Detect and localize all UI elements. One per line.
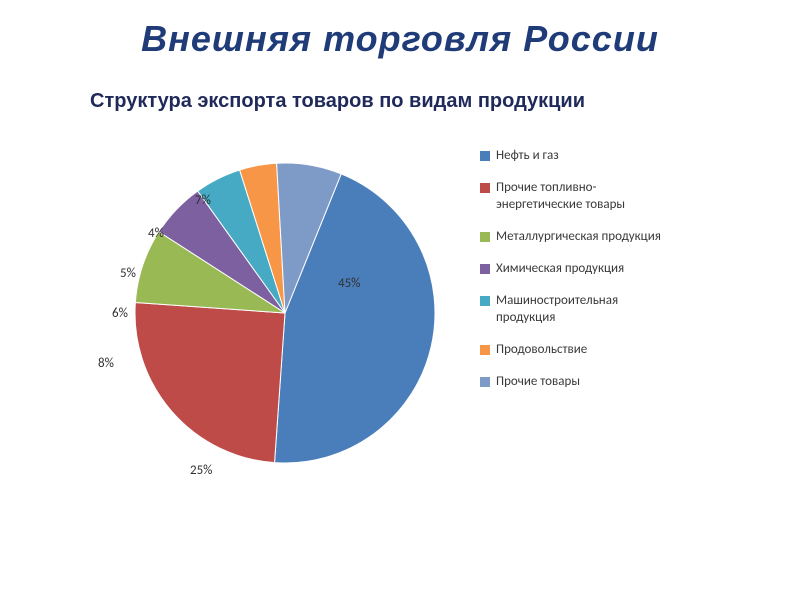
legend-item: Прочие топливно-энергетические товары: [480, 180, 676, 213]
legend-label: Нефть и газ: [496, 148, 559, 164]
page-title: Внешняя торговля России: [0, 0, 800, 60]
legend-item: Металлургическая продукция: [480, 229, 676, 245]
legend-item: Нефть и газ: [480, 148, 676, 164]
legend-item: Машиностроительная продукция: [480, 293, 676, 326]
pie-slice: [135, 303, 285, 463]
legend-item: Химическая продукция: [480, 261, 676, 277]
legend-swatch: [480, 296, 490, 306]
slice-data-label: 25%: [190, 463, 212, 478]
slice-data-label: 45%: [338, 276, 360, 291]
chart-subtitle: Структура экспорта товаров по видам прод…: [0, 60, 800, 113]
legend-label: Машиностроительная продукция: [496, 293, 676, 326]
slice-data-label: 7%: [195, 193, 211, 208]
legend-swatch: [480, 377, 490, 387]
legend-swatch: [480, 151, 490, 161]
legend-swatch: [480, 345, 490, 355]
legend-label: Прочие товары: [496, 374, 580, 390]
slice-data-label: 8%: [98, 356, 114, 371]
legend-label: Продовольствие: [496, 342, 587, 358]
pie-chart: [135, 163, 435, 463]
legend-swatch: [480, 183, 490, 193]
chart-container: 45% 25% 8% 6% 5% 4% 7% Нефть и газ Прочие топли…: [0, 138, 800, 558]
legend-swatch: [480, 264, 490, 274]
slice-data-label: 6%: [112, 306, 128, 321]
slice-data-label: 5%: [120, 266, 136, 281]
legend-item: Прочие товары: [480, 374, 676, 390]
legend-item: Продовольствие: [480, 342, 676, 358]
legend-label: Химическая продукция: [496, 261, 624, 277]
chart-legend: Нефть и газ Прочие топливно-энергетически…: [480, 148, 676, 406]
legend-swatch: [480, 232, 490, 242]
slice-data-label: 4%: [148, 226, 164, 241]
legend-label: Металлургическая продукция: [496, 229, 661, 245]
legend-label: Прочие топливно-энергетические товары: [496, 180, 676, 213]
